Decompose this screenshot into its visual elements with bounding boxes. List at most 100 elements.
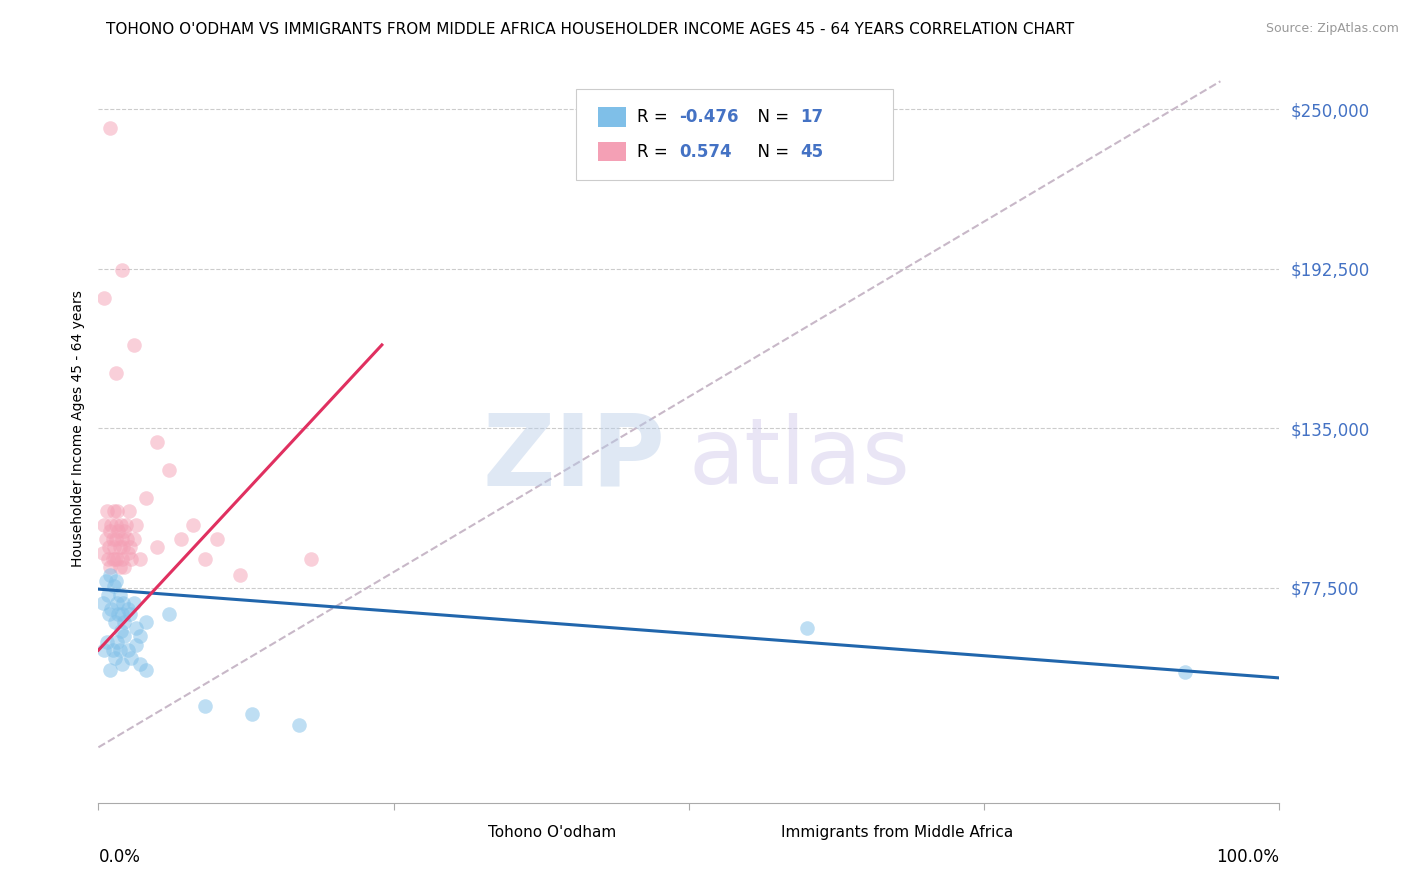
Point	[121, 651, 143, 665]
Point	[91, 596, 114, 610]
Point	[111, 551, 134, 566]
Point	[120, 607, 142, 621]
Point	[146, 435, 169, 450]
Point	[128, 551, 150, 566]
Point	[157, 607, 180, 621]
Point	[117, 643, 139, 657]
Point	[135, 663, 157, 677]
Text: Tohono O'odham: Tohono O'odham	[488, 825, 616, 840]
Text: -0.476: -0.476	[679, 108, 738, 126]
Point	[105, 574, 128, 588]
Point	[118, 504, 141, 518]
Point	[108, 541, 131, 555]
FancyBboxPatch shape	[730, 825, 766, 840]
Point	[93, 291, 115, 305]
Point	[157, 463, 180, 477]
Point	[1174, 665, 1197, 680]
Point	[98, 663, 121, 677]
Point	[93, 518, 115, 533]
Point	[112, 629, 135, 643]
Point	[146, 541, 169, 555]
FancyBboxPatch shape	[434, 825, 471, 840]
Text: Immigrants from Middle Africa: Immigrants from Middle Africa	[782, 825, 1014, 840]
Point	[117, 601, 139, 615]
Point	[105, 596, 128, 610]
Point	[104, 615, 127, 630]
Point	[101, 643, 124, 657]
Point	[796, 621, 818, 635]
Point	[110, 518, 132, 533]
Y-axis label: Householder Income Ages 45 - 64 years: Householder Income Ages 45 - 64 years	[70, 290, 84, 566]
Point	[104, 551, 127, 566]
Point	[112, 615, 135, 630]
Point	[205, 532, 228, 546]
Point	[98, 524, 121, 538]
Point	[125, 638, 148, 652]
Point	[103, 579, 125, 593]
Point	[105, 635, 128, 649]
Text: Source: ZipAtlas.com: Source: ZipAtlas.com	[1265, 22, 1399, 36]
Point	[105, 518, 128, 533]
Point	[98, 607, 121, 621]
Point	[93, 643, 115, 657]
Point	[111, 657, 134, 671]
Text: 17: 17	[800, 108, 823, 126]
Point	[98, 568, 121, 582]
Point	[108, 643, 131, 657]
Point	[96, 504, 118, 518]
Text: N =: N =	[747, 143, 794, 161]
Point	[122, 338, 145, 352]
Point	[240, 706, 263, 721]
Text: R =: R =	[637, 108, 673, 126]
Text: N =: N =	[747, 108, 794, 126]
Point	[101, 551, 124, 566]
Point	[107, 607, 129, 621]
Point	[111, 263, 134, 277]
Point	[107, 524, 129, 538]
Text: 100.0%: 100.0%	[1216, 847, 1279, 866]
Point	[115, 532, 138, 546]
Point	[122, 596, 145, 610]
Text: 45: 45	[800, 143, 823, 161]
Point	[105, 504, 128, 518]
Point	[181, 518, 204, 533]
Point	[135, 491, 157, 505]
Point	[117, 546, 139, 560]
Point	[108, 560, 131, 574]
Point	[194, 698, 217, 713]
Point	[122, 532, 145, 546]
Point	[288, 718, 311, 732]
Point	[103, 541, 125, 555]
Point	[97, 551, 120, 566]
Text: R =: R =	[637, 143, 678, 161]
Point	[98, 121, 121, 136]
Point	[112, 560, 135, 574]
Point	[114, 518, 136, 533]
Point	[105, 366, 128, 380]
Point	[128, 657, 150, 671]
Point	[128, 629, 150, 643]
Point	[229, 568, 252, 582]
Point	[97, 588, 120, 602]
Point	[100, 518, 122, 533]
Point	[125, 621, 148, 635]
Point	[105, 551, 128, 566]
Point	[103, 504, 125, 518]
Point	[110, 624, 132, 638]
Point	[120, 541, 142, 555]
Point	[100, 601, 122, 615]
Point	[104, 651, 127, 665]
Text: 0.0%: 0.0%	[98, 847, 141, 866]
Point	[125, 518, 148, 533]
Point	[121, 551, 143, 566]
Point	[170, 532, 193, 546]
Point	[111, 607, 134, 621]
Point	[101, 532, 124, 546]
Point	[105, 532, 128, 546]
Point	[98, 560, 121, 574]
Point	[98, 541, 121, 555]
Point	[94, 574, 117, 588]
Text: ZIP: ZIP	[482, 409, 665, 507]
Point	[135, 615, 157, 630]
Point	[112, 541, 135, 555]
